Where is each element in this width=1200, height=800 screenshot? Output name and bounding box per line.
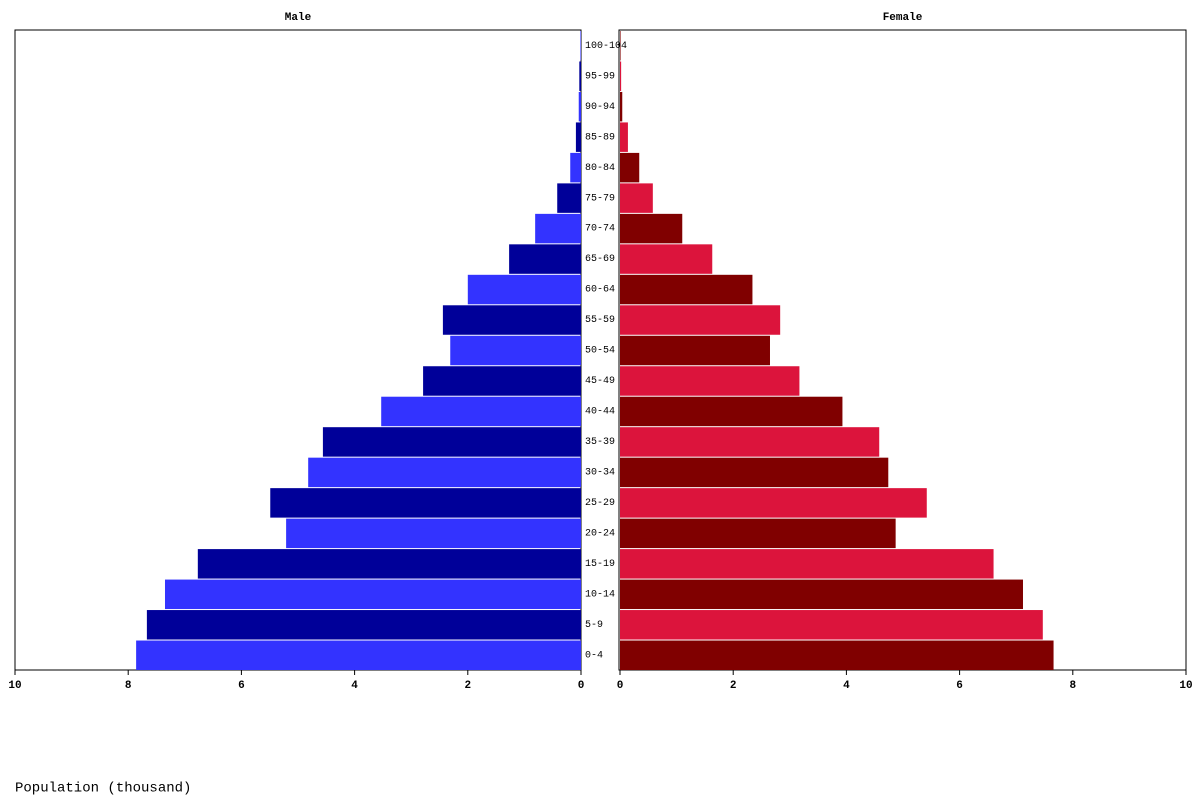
bar [557, 183, 581, 213]
category-label: 85-89 [585, 132, 615, 143]
bar [620, 396, 843, 427]
category-label: 15-19 [585, 559, 615, 570]
x-tick-label: 6 [956, 680, 963, 692]
bar [620, 31, 621, 61]
category-label: 45-49 [585, 376, 615, 387]
category-label: 40-44 [585, 407, 615, 418]
x-tick-label: 6 [238, 680, 245, 692]
bar [535, 213, 581, 244]
category-label: 90-94 [585, 102, 615, 113]
bar [286, 518, 581, 549]
bar [620, 244, 713, 274]
bar [197, 549, 581, 579]
x-tick-label: 8 [125, 680, 132, 692]
category-label: 50-54 [585, 346, 615, 357]
category-label: 35-39 [585, 437, 615, 448]
panel-title: Female [883, 12, 923, 24]
x-tick-label: 2 [730, 680, 737, 692]
category-label: 0-4 [585, 650, 603, 661]
category-label: 95-99 [585, 71, 615, 82]
category-label: 30-34 [585, 468, 615, 479]
category-label: 5-9 [585, 620, 603, 631]
category-label: 80-84 [585, 163, 615, 174]
bar [570, 152, 581, 183]
bar [308, 457, 581, 488]
bar [467, 274, 581, 305]
bar [620, 122, 628, 152]
bar [620, 183, 653, 213]
bar [620, 366, 800, 396]
bar [620, 91, 623, 122]
bar [423, 366, 581, 396]
category-label: 55-59 [585, 315, 615, 326]
bar [620, 579, 1023, 610]
bar [578, 91, 581, 122]
bar [620, 488, 927, 518]
bar [270, 488, 581, 518]
bar [620, 427, 880, 457]
bar [620, 305, 781, 335]
bar [579, 61, 581, 91]
bar [509, 244, 581, 274]
x-tick-label: 0 [578, 680, 585, 692]
bar [620, 274, 753, 305]
x-tick-label: 0 [617, 680, 624, 692]
bar [620, 518, 896, 549]
bar [146, 610, 582, 640]
bar [442, 305, 581, 335]
bar [575, 122, 581, 152]
bar [620, 61, 622, 91]
category-label: 20-24 [585, 528, 615, 539]
x-tick-label: 4 [843, 680, 850, 692]
x-tick-label: 8 [1069, 680, 1076, 692]
x-tick-label: 4 [351, 680, 358, 692]
category-label: 10-14 [585, 589, 615, 600]
category-label: 65-69 [585, 254, 615, 265]
category-label: 60-64 [585, 285, 615, 296]
bar [620, 335, 770, 366]
bar [136, 640, 581, 670]
bar [620, 457, 889, 488]
bar [381, 396, 581, 427]
bar [620, 213, 683, 244]
category-label: 100-104 [585, 41, 627, 52]
bar [620, 610, 1043, 640]
bar [620, 640, 1054, 670]
bar [164, 579, 582, 610]
bar [580, 31, 581, 61]
bar [322, 427, 581, 457]
bar [620, 549, 994, 579]
bar [620, 152, 640, 183]
panel-title: Male [285, 12, 312, 24]
category-label: 70-74 [585, 224, 615, 235]
bar [450, 335, 581, 366]
x-tick-label: 10 [8, 680, 21, 692]
x-tick-label: 2 [464, 680, 471, 692]
x-tick-label: 10 [1179, 680, 1192, 692]
x-axis-label: Population (thousand) [15, 781, 191, 797]
category-label: 75-79 [585, 193, 615, 204]
category-label: 25-29 [585, 498, 615, 509]
